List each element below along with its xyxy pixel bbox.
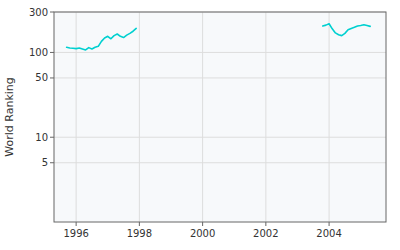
y-tick: [50, 12, 54, 13]
y-tick: [50, 77, 54, 78]
y-grid-line: [54, 77, 386, 78]
x-tick: [202, 222, 203, 226]
axes: 5 10 50 100 300 1996 1998 2000 2002 2004: [29, 7, 386, 240]
y-tick: [50, 52, 54, 53]
x-grid-line: [329, 12, 330, 222]
data-lines: [67, 24, 371, 50]
chart-container: 5 10 50 100 300 1996 1998 2000 2002 2004 World Ran…: [0, 0, 400, 250]
y-tick-label: 50: [35, 72, 48, 83]
series-line: [67, 28, 137, 50]
x-grid-line: [76, 12, 77, 222]
x-tick: [265, 222, 266, 226]
x-grid-line: [139, 12, 140, 222]
y-grid-line: [54, 52, 386, 53]
y-tick: [50, 162, 54, 163]
plot-frame: [54, 12, 386, 222]
series-line: [323, 24, 370, 36]
chart: 5 10 50 100 300 1996 1998 2000 2002 2004 World Ran…: [0, 0, 400, 250]
x-tick: [139, 222, 140, 226]
y-grid-line: [54, 162, 386, 163]
y-tick: [50, 137, 54, 138]
y-grid-line: [54, 137, 386, 138]
x-tick-label: 2002: [253, 228, 278, 239]
x-grid-line: [265, 12, 266, 222]
x-tick-label: 1998: [127, 228, 152, 239]
y-axis-label: World Ranking: [3, 77, 16, 157]
x-tick: [76, 222, 77, 226]
y-tick-label: 10: [35, 132, 48, 143]
x-tick-label: 2000: [190, 228, 215, 239]
x-tick: [329, 222, 330, 226]
y-tick-label: 300: [29, 7, 48, 18]
y-tick-label: 100: [29, 47, 48, 58]
x-grid-line: [202, 12, 203, 222]
plot-background: [54, 12, 386, 222]
y-tick-label: 5: [42, 157, 48, 168]
grid: [54, 12, 386, 222]
x-tick-label: 2004: [316, 228, 341, 239]
x-tick-label: 1996: [63, 228, 88, 239]
